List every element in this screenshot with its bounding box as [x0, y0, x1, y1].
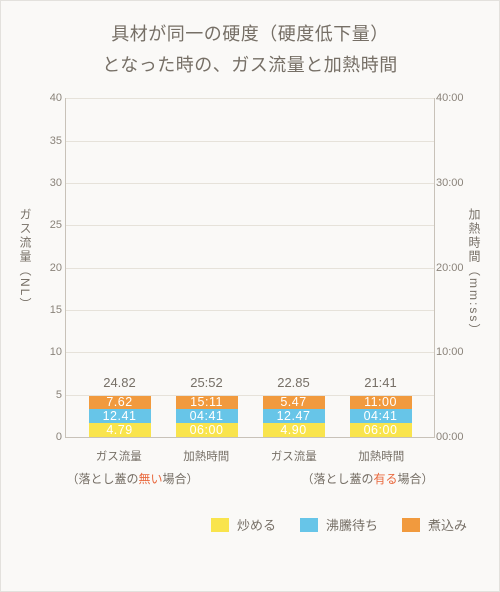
- bar-total-label: 25:52: [176, 375, 238, 390]
- group-right-prefix: （落とし蓋の: [301, 472, 373, 486]
- bar-segment: 12.47: [263, 409, 325, 423]
- plot-region: 24.824.7912.417.6225:5206:0004:4115:1122…: [65, 98, 435, 438]
- y-tick-right: 10:00: [436, 346, 474, 358]
- bar-segment: 06:00: [176, 423, 238, 437]
- bar-segment: 04:41: [350, 409, 412, 423]
- group-left-suffix: 場合）: [163, 472, 199, 486]
- legend-item: 煮込み: [402, 515, 467, 534]
- grid-line: [66, 98, 434, 99]
- bar: 25:5206:0004:4115:11: [176, 395, 238, 437]
- legend-label: 沸騰待ち: [326, 515, 378, 534]
- legend-item: 沸騰待ち: [300, 515, 378, 534]
- title-line-2: となった時の、ガス流量と加熱時間: [102, 55, 397, 75]
- group-label-left: （落とし蓋の無い場合）: [15, 470, 250, 487]
- legend-item: 炒める: [211, 515, 276, 534]
- bar-segment: 5.47: [263, 395, 325, 409]
- bar-segment: 15:11: [176, 395, 238, 409]
- y-tick-left: 15: [38, 304, 62, 316]
- chart-area: ガス流量（NL） 加熱時間（mm:ss） 24.824.7912.417.622…: [15, 88, 485, 468]
- group-left-prefix: （落とし蓋の: [66, 472, 138, 486]
- group-label-right: （落とし蓋の有る場合）: [250, 470, 485, 487]
- grid-line: [66, 183, 434, 184]
- bar-segment: 06:00: [350, 423, 412, 437]
- grid-line: [66, 225, 434, 226]
- legend-swatch: [402, 518, 420, 532]
- y-tick-left: 0: [38, 431, 62, 443]
- bar-segment: 7.62: [89, 395, 151, 409]
- bar: 22.854.9012.475.47: [263, 395, 325, 437]
- y-tick-left: 20: [38, 262, 62, 274]
- x-tick-label: ガス流量: [263, 448, 325, 464]
- legend-swatch: [211, 518, 229, 532]
- x-tick-label: 加熱時間: [350, 448, 412, 464]
- bar-segment: 4.90: [263, 423, 325, 437]
- y-tick-left: 5: [38, 389, 62, 401]
- grid-line: [66, 395, 434, 396]
- y-tick-left: 30: [38, 177, 62, 189]
- y-tick-left: 40: [38, 92, 62, 104]
- legend-label: 煮込み: [428, 515, 467, 534]
- y-tick-right: 20:00: [436, 262, 474, 274]
- y-axis-left-label: ガス流量（NL）: [17, 208, 34, 311]
- bar-total-label: 22.85: [263, 375, 325, 390]
- bar-total-label: 21:41: [350, 375, 412, 390]
- grid-line: [66, 268, 434, 269]
- legend: 炒める 沸騰待ち 煮込み: [15, 515, 485, 534]
- chart-title: 具材が同一の硬度（硬度低下量） となった時の、ガス流量と加熱時間: [15, 19, 485, 80]
- bar-segment: 11:00: [350, 395, 412, 409]
- grid-line: [66, 352, 434, 353]
- grid-line: [66, 141, 434, 142]
- group-right-suffix: 場合）: [398, 472, 434, 486]
- page-frame: 具材が同一の硬度（硬度低下量） となった時の、ガス流量と加熱時間 ガス流量（NL…: [0, 0, 500, 592]
- group-labels-row: （落とし蓋の無い場合） （落とし蓋の有る場合）: [15, 470, 485, 487]
- y-tick-right: 00:00: [436, 431, 474, 443]
- y-tick-right: 40:00: [436, 92, 474, 104]
- x-tick-label: 加熱時間: [175, 448, 237, 464]
- y-tick-left: 35: [38, 135, 62, 147]
- legend-label: 炒める: [237, 515, 276, 534]
- bar: 21:4106:0004:4111:00: [350, 395, 412, 437]
- y-tick-left: 10: [38, 346, 62, 358]
- x-axis-labels: ガス流量 加熱時間 ガス流量 加熱時間: [65, 448, 435, 464]
- bar: 24.824.7912.417.62: [89, 395, 151, 437]
- grid-line: [66, 310, 434, 311]
- bar-segment: 4.79: [89, 423, 151, 437]
- bar-segment: 04:41: [176, 409, 238, 423]
- y-tick-left: 25: [38, 219, 62, 231]
- title-line-1: 具材が同一の硬度（硬度低下量）: [111, 24, 389, 44]
- bar-segment: 12.41: [89, 409, 151, 423]
- group-right-accent: 有る: [373, 472, 397, 486]
- x-tick-label: ガス流量: [88, 448, 150, 464]
- group-left-accent: 無い: [138, 472, 162, 486]
- legend-swatch: [300, 518, 318, 532]
- y-tick-right: 30:00: [436, 177, 474, 189]
- bar-total-label: 24.82: [89, 375, 151, 390]
